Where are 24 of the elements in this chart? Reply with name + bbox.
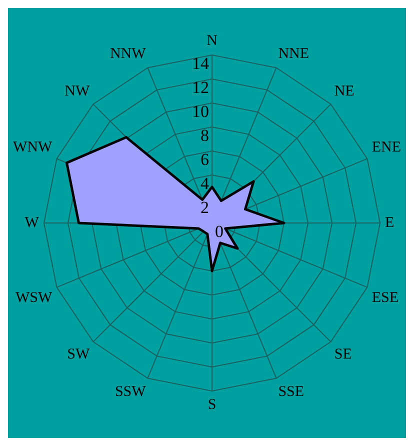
spoke-label: WNW	[12, 140, 53, 156]
spoke-label: WSW	[15, 290, 53, 306]
spoke-label: NNW	[110, 46, 147, 62]
spoke-label: SE	[334, 346, 352, 362]
y-tick-label: 2	[200, 198, 209, 217]
y-tick-label: 6	[200, 150, 209, 169]
y-tick-label: 8	[200, 126, 209, 145]
spoke-label: SW	[67, 346, 90, 362]
spoke-label: NE	[334, 84, 354, 100]
spoke-label: SSE	[278, 384, 304, 400]
spoke-label: W	[24, 214, 40, 231]
spoke-label: S	[208, 396, 216, 413]
spoke-label: E	[385, 214, 394, 231]
spoke-label: NNE	[278, 46, 310, 62]
spoke-label: ENE	[372, 140, 402, 156]
y-tick-label: 0	[215, 222, 224, 241]
spoke-label: NW	[64, 84, 90, 100]
y-tick-label: 10	[192, 102, 209, 121]
y-tick-label: 12	[192, 78, 209, 97]
spoke-label: N	[206, 32, 218, 49]
spoke-label: ESE	[372, 290, 399, 306]
y-tick-label: 4	[200, 174, 210, 193]
spoke-label: SSW	[114, 384, 147, 400]
y-tick-label: 14	[192, 54, 210, 73]
